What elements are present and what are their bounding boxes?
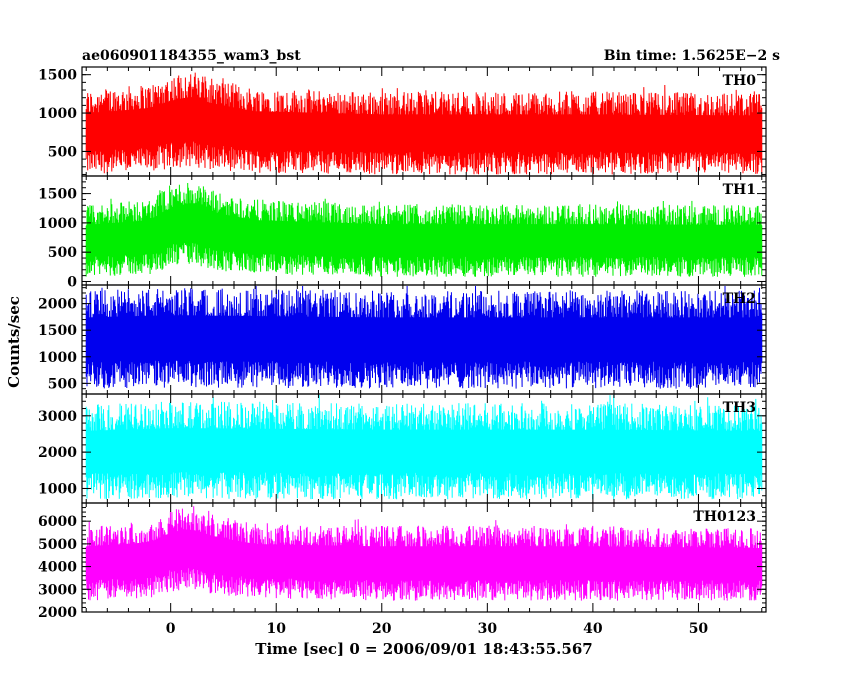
x-axis-label: Time [sec] 0 = 2006/09/01 18:43:55.567	[255, 640, 592, 658]
x-tick-label: 20	[372, 621, 392, 637]
y-tick-label: 1500	[38, 323, 77, 339]
x-tick-label: 50	[689, 621, 709, 637]
series-core-th2	[86, 315, 762, 360]
series-core-th1	[86, 203, 762, 256]
y-tick-label: 500	[48, 376, 77, 392]
y-tick-label: 3000	[38, 409, 77, 425]
panel-label-th0123: TH0123	[693, 509, 756, 525]
panel-th2: 500 1000 1500 2000 TH2	[38, 284, 767, 395]
y-tick-label: 5000	[38, 537, 77, 553]
y-tick-label: 1000	[38, 216, 77, 232]
y-axis-label: Counts/sec	[5, 296, 23, 388]
panel-label-th3: TH3	[723, 400, 756, 416]
x-tick-label: 40	[583, 621, 603, 637]
y-tick-label: 0	[67, 274, 77, 290]
y-tick-label: 4000	[38, 560, 77, 576]
panel-th3: 1000 2000 3000 TH3	[38, 393, 767, 504]
y-tick-label: 1000	[38, 106, 77, 122]
series-core-th0	[86, 97, 762, 151]
x-tick-label: 10	[266, 621, 286, 637]
chart-title-right: Bin time: 1.5625E−2 s	[604, 48, 780, 64]
x-tick-label: 0	[166, 621, 176, 637]
panel-label-th2: TH2	[723, 291, 756, 307]
y-tick-label: 1500	[38, 68, 77, 84]
y-tick-label: 6000	[38, 514, 77, 530]
panel-label-th1: TH1	[723, 182, 756, 198]
y-tick-label: 1500	[38, 187, 77, 203]
y-tick-label: 2000	[38, 605, 77, 621]
panel-th0123: 2000 3000 4000 5000 6000 TH0123	[38, 502, 767, 621]
y-tick-label: 2000	[38, 297, 77, 313]
y-tick-label: 2000	[38, 445, 77, 461]
panels: 500 1000 1500 TH0 0 500 1000 1500 TH1 500 1000 1500…	[38, 66, 767, 621]
panel-th0: 500 1000 1500 TH0	[38, 66, 767, 177]
panel-label-th0: TH0	[723, 73, 757, 89]
series-core-th0123	[86, 529, 762, 579]
series-core-th3	[86, 428, 762, 471]
y-tick-label: 500	[48, 144, 77, 160]
y-tick-label: 1000	[38, 481, 77, 497]
y-tick-label: 3000	[38, 582, 77, 598]
y-tick-label: 1000	[38, 350, 77, 366]
x-axis: 0 10 20 30 40 50	[166, 621, 709, 637]
x-tick-label: 30	[478, 621, 498, 637]
y-tick-label: 500	[48, 245, 77, 261]
chart-title-left: ae060901184355_wam3_bst	[82, 48, 301, 64]
panel-th1: 0 500 1000 1500 TH1	[38, 175, 767, 290]
